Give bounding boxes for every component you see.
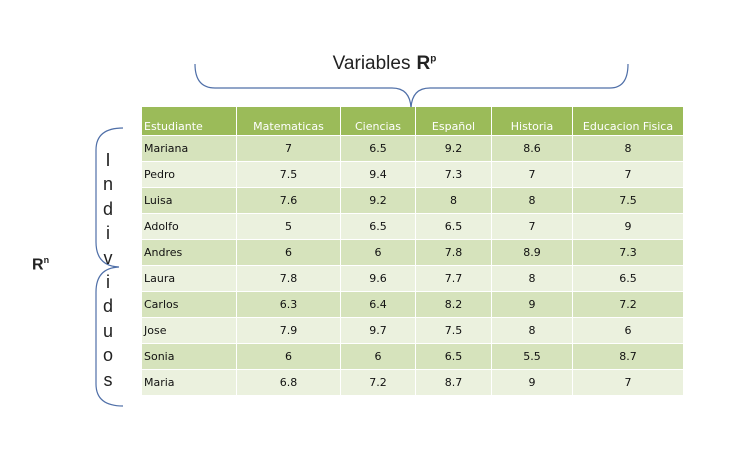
- grade-cell: 7: [572, 369, 684, 395]
- grade-cell: 7: [236, 135, 341, 162]
- grade-cell: 7.6: [236, 187, 341, 214]
- table-row: Laura 7.8 9.6 7.7 8 6.5: [142, 265, 684, 292]
- student-name-cell: Andres: [142, 239, 237, 266]
- rn-symbol: R: [32, 256, 44, 274]
- grade-cell: 8: [415, 187, 492, 214]
- student-name-cell: Sonia: [142, 343, 237, 370]
- grade-cell: 6: [236, 239, 341, 266]
- grade-cell: 8.7: [572, 343, 684, 370]
- grade-cell: 6.5: [415, 213, 492, 240]
- column-header: Matematicas: [236, 107, 341, 136]
- grade-cell: 5: [236, 213, 341, 240]
- grade-cell: 8.6: [491, 135, 573, 162]
- column-header: Ciencias: [340, 107, 416, 136]
- grade-cell: 8: [572, 135, 684, 162]
- table-body: Mariana 7 6.5 9.2 8.6 8 Pedro 7.5 9.4 7.3 7 7 Luisa 7…: [142, 135, 684, 395]
- grade-cell: 7.8: [236, 265, 341, 292]
- grade-cell: 9.2: [340, 187, 416, 214]
- grade-cell: 7.5: [236, 161, 341, 188]
- grade-cell: 8: [491, 187, 573, 214]
- individuos-letter: u: [102, 320, 113, 341]
- grade-cell: 6.5: [340, 213, 416, 240]
- grade-cell: 8.7: [415, 369, 492, 395]
- student-name-cell: Jose: [142, 317, 237, 344]
- student-name-cell: Carlos: [142, 291, 237, 318]
- grade-cell: 7.3: [572, 239, 684, 266]
- variables-exponent: p: [430, 53, 437, 65]
- individuos-letter: o: [102, 345, 113, 366]
- variables-symbol: R: [416, 53, 431, 74]
- table-row: Carlos 6.3 6.4 8.2 9 7.2: [142, 291, 684, 318]
- grade-cell: 7.3: [415, 161, 492, 188]
- student-name-cell: Maria: [142, 369, 237, 395]
- column-header: Historia: [491, 107, 573, 136]
- individuos-letter: v: [103, 247, 113, 268]
- grade-cell: 6.3: [236, 291, 341, 318]
- column-header: Español: [415, 107, 492, 136]
- table-row: Mariana 7 6.5 9.2 8.6 8: [142, 135, 684, 162]
- student-name-cell: Mariana: [142, 135, 237, 162]
- individuos-letter: d: [102, 198, 113, 219]
- grade-cell: 5.5: [491, 343, 573, 370]
- grade-cell: 6.8: [236, 369, 341, 395]
- grade-cell: 8: [491, 265, 573, 292]
- grade-cell: 8: [491, 317, 573, 344]
- variables-label: Variables: [332, 53, 411, 74]
- grade-cell: 6: [236, 343, 341, 370]
- grade-cell: 7.5: [415, 317, 492, 344]
- table-header-row: Estudiante Matematicas Ciencias Español Hist…: [142, 107, 684, 136]
- individuos-letter: n: [102, 174, 113, 195]
- grade-cell: 7: [491, 213, 573, 240]
- rn-label: Rn: [32, 255, 49, 274]
- rn-exponent: n: [43, 255, 50, 265]
- grade-cell: 9.6: [340, 265, 416, 292]
- individuos-letter: d: [102, 296, 113, 317]
- grade-cell: 8.9: [491, 239, 573, 266]
- table-row: Sonia 6 6 6.5 5.5 8.7: [142, 343, 684, 370]
- grade-cell: 7.9: [236, 317, 341, 344]
- grade-cell: 7: [491, 161, 573, 188]
- table-row: Luisa 7.6 9.2 8 8 7.5: [142, 187, 684, 214]
- grade-cell: 6.5: [572, 265, 684, 292]
- student-name-cell: Luisa: [142, 187, 237, 214]
- grade-cell: 9.2: [415, 135, 492, 162]
- top-brace: [194, 63, 629, 109]
- grade-cell: 7: [572, 161, 684, 188]
- individuos-letter: I: [105, 150, 111, 170]
- grade-cell: 7.2: [340, 369, 416, 395]
- grade-cell: 6: [340, 239, 416, 266]
- grade-cell: 9.4: [340, 161, 416, 188]
- individuos-letter: s: [103, 369, 113, 390]
- grade-cell: 7.2: [572, 291, 684, 318]
- grade-cell: 9: [572, 213, 684, 240]
- grade-cell: 7.5: [572, 187, 684, 214]
- column-header: Educacion Fisica: [572, 107, 684, 136]
- grade-cell: 6: [572, 317, 684, 344]
- grade-cell: 7.8: [415, 239, 492, 266]
- table-row: Maria 6.8 7.2 8.7 9 7: [142, 369, 684, 395]
- individuos-letter: i: [106, 272, 110, 293]
- grade-cell: 6.5: [340, 135, 416, 162]
- grade-cell: 9.7: [340, 317, 416, 344]
- table-row: Adolfo 5 6.5 6.5 7 9: [142, 213, 684, 240]
- student-name-cell: Adolfo: [142, 213, 237, 240]
- table-row: Pedro 7.5 9.4 7.3 7 7: [142, 161, 684, 188]
- table-row: Andres 6 6 7.8 8.9 7.3: [142, 239, 684, 266]
- grade-cell: 8.2: [415, 291, 492, 318]
- grade-cell: 6.5: [415, 343, 492, 370]
- grade-cell: 6: [340, 343, 416, 370]
- individuos-letter: i: [106, 223, 110, 244]
- grade-cell: 7.7: [415, 265, 492, 292]
- column-header: Estudiante: [142, 107, 237, 136]
- student-name-cell: Laura: [142, 265, 237, 292]
- grade-cell: 9: [491, 369, 573, 395]
- student-name-cell: Pedro: [142, 161, 237, 188]
- left-brace: [95, 127, 124, 407]
- data-table: Estudiante Matematicas Ciencias Español Hist…: [142, 107, 684, 395]
- variables-title: Variables Rp: [0, 53, 739, 75]
- grade-cell: 9: [491, 291, 573, 318]
- grade-cell: 6.4: [340, 291, 416, 318]
- table-row: Jose 7.9 9.7 7.5 8 6: [142, 317, 684, 344]
